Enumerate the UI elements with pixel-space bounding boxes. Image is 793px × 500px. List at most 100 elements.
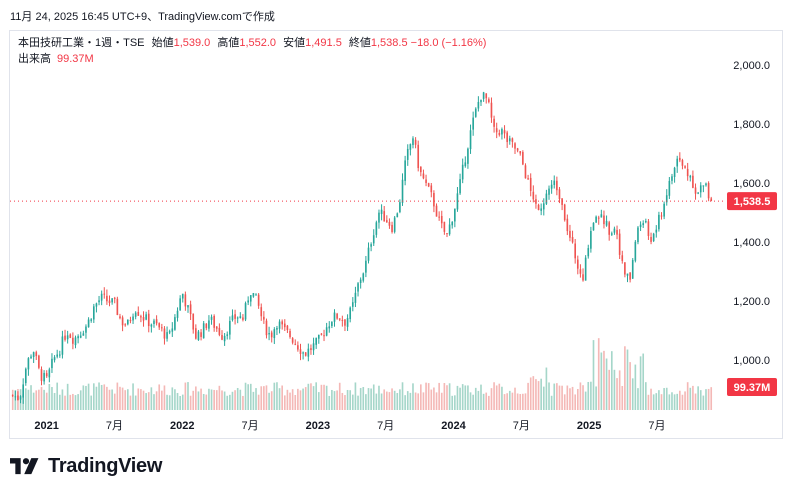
volume-bar <box>119 386 121 410</box>
y-tick-label: 1,400.0 <box>733 237 770 249</box>
volume-bar <box>440 392 443 410</box>
candle-body <box>140 316 142 318</box>
candle-body <box>378 212 380 223</box>
volume-bar <box>668 394 671 410</box>
volume-bar <box>616 378 618 410</box>
volume-bar <box>244 382 247 410</box>
candle-body <box>265 320 268 336</box>
chart-frame[interactable] <box>9 30 783 439</box>
candle-body <box>529 177 532 191</box>
volume-bar <box>283 395 286 410</box>
candle-body <box>239 316 242 319</box>
volume-bar <box>388 392 391 410</box>
volume-bar <box>147 392 150 410</box>
candle-body <box>215 326 218 329</box>
volume-bar <box>43 389 45 410</box>
volume-bar <box>600 352 603 410</box>
volume-bar <box>420 384 422 410</box>
volume-bar <box>317 392 320 410</box>
volume-bar <box>639 356 642 410</box>
open-label: 始値 <box>151 37 174 49</box>
volume-bar <box>385 391 388 410</box>
volume-bar <box>252 391 255 410</box>
volume-bar <box>142 390 145 410</box>
volume-bar <box>495 385 498 410</box>
volume-bar <box>218 385 221 410</box>
volume-bar <box>391 388 393 410</box>
candle-body <box>294 343 297 345</box>
volume-bar <box>498 383 501 410</box>
candle-body <box>603 215 605 225</box>
volume-bar <box>684 391 686 410</box>
volume-bar <box>56 382 59 410</box>
candle-body <box>278 321 281 329</box>
candle-body <box>195 328 197 339</box>
volume-bar <box>310 383 312 410</box>
volume-bar <box>522 393 524 410</box>
candle-body <box>103 293 106 295</box>
candle-body <box>461 164 464 180</box>
volume-bar <box>655 393 658 410</box>
x-tick-label: 2021 <box>34 420 58 432</box>
volume-bar <box>229 394 231 410</box>
candle-body <box>307 348 310 357</box>
y-tick-label: 2,000.0 <box>733 60 770 72</box>
candle-body <box>613 228 616 233</box>
volume-bar <box>467 385 469 410</box>
tradingview-brand[interactable]: TradingView <box>10 455 162 478</box>
volume-bar <box>210 389 213 410</box>
volume-bar <box>239 389 242 410</box>
volume-bar <box>35 390 38 410</box>
volume-bar <box>454 395 456 410</box>
candle-body <box>556 180 558 191</box>
candle-body <box>535 199 537 204</box>
candle-body <box>263 316 265 320</box>
volume-bar <box>255 388 257 410</box>
volume-row: 出来高 99.37M <box>18 51 486 67</box>
volume-bar <box>631 378 634 410</box>
volume-bar <box>127 389 129 410</box>
candle-body <box>362 273 365 281</box>
volume-bar <box>710 387 713 410</box>
candle-body <box>655 229 658 233</box>
volume-bar <box>242 395 244 410</box>
candle-body <box>132 316 134 321</box>
volume-bar <box>472 394 474 410</box>
volume-bar <box>64 395 66 410</box>
candle-body <box>189 304 192 315</box>
volume-bar <box>153 394 155 410</box>
volume-bar <box>61 389 64 410</box>
candle-body <box>448 224 451 235</box>
candle-body <box>244 303 247 320</box>
candle-body <box>249 295 252 302</box>
volume-bar <box>380 393 383 410</box>
candle-body <box>38 355 40 368</box>
volume-tag-label: 99.37M <box>734 382 771 394</box>
volume-bar <box>137 388 140 410</box>
symbol-label[interactable]: 本田技研工業・1週・TSE <box>18 37 145 49</box>
volume-bar <box>45 392 48 410</box>
volume-bar <box>202 393 205 410</box>
candle-body <box>383 211 386 222</box>
candle-body <box>346 318 349 327</box>
volume-bar <box>409 392 412 410</box>
candle-body <box>137 311 140 316</box>
volume-bar <box>642 353 645 410</box>
candle-body <box>459 179 461 194</box>
high-value: 1,552.0 <box>239 37 277 49</box>
volume-bar <box>215 390 218 410</box>
candle-body <box>64 335 66 340</box>
volume-bar <box>195 386 197 410</box>
candle-body <box>414 139 417 145</box>
volume-bar <box>77 394 79 410</box>
candle-body <box>372 235 375 244</box>
candle-body <box>537 204 540 210</box>
x-tick-label: 7月 <box>513 420 530 432</box>
candle-body <box>317 334 320 339</box>
volume-bar <box>205 394 208 410</box>
candle-body <box>121 317 124 326</box>
candle-body <box>686 168 689 177</box>
candle-body <box>508 138 511 142</box>
volume-bar <box>658 390 660 410</box>
